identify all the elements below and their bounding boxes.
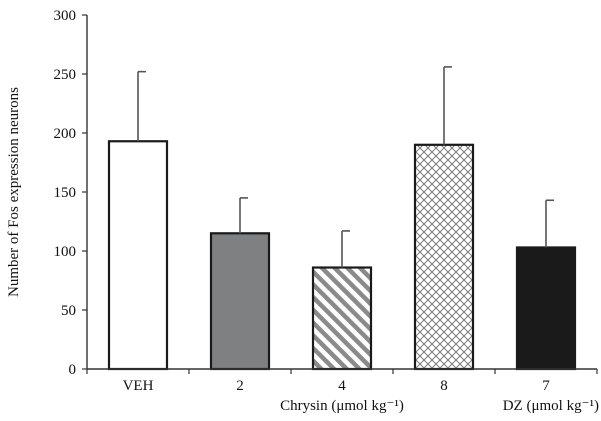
x-tick-label-7: 7 bbox=[542, 378, 550, 394]
bar-2 bbox=[209, 232, 271, 371]
error-bars-layer bbox=[137, 66, 554, 268]
y-tick-label-200: 200 bbox=[54, 126, 77, 142]
y-tick-label-50: 50 bbox=[61, 303, 76, 319]
group-label-1: DZ (μmol kg⁻¹) bbox=[503, 398, 599, 414]
group-label-0: Chrysin (μmol kg⁻¹) bbox=[280, 398, 404, 414]
bar-4 bbox=[311, 266, 373, 371]
y-tick-label-150: 150 bbox=[54, 185, 77, 201]
y-tick-label-0: 0 bbox=[69, 362, 77, 378]
x-tick-label-2: 2 bbox=[236, 378, 244, 394]
axes-layer bbox=[82, 14, 598, 374]
x-tick-label-4: 4 bbox=[338, 378, 346, 394]
bar-VEH bbox=[107, 140, 169, 371]
x-tick-label-VEH: VEH bbox=[123, 378, 154, 394]
y-axis-label: Number of Fos expression neurons bbox=[6, 87, 22, 297]
y-tick-label-250: 250 bbox=[54, 67, 77, 83]
bar-7 bbox=[515, 246, 577, 371]
bar-8 bbox=[413, 143, 475, 371]
y-tick-label-300: 300 bbox=[54, 8, 77, 24]
x-tick-label-8: 8 bbox=[440, 378, 448, 394]
labels-layer: 0 50 100 150 200 250 300 VEH 2 4 8 7 Chrysin (μmol k… bbox=[6, 8, 599, 414]
y-tick-label-100: 100 bbox=[54, 244, 77, 260]
